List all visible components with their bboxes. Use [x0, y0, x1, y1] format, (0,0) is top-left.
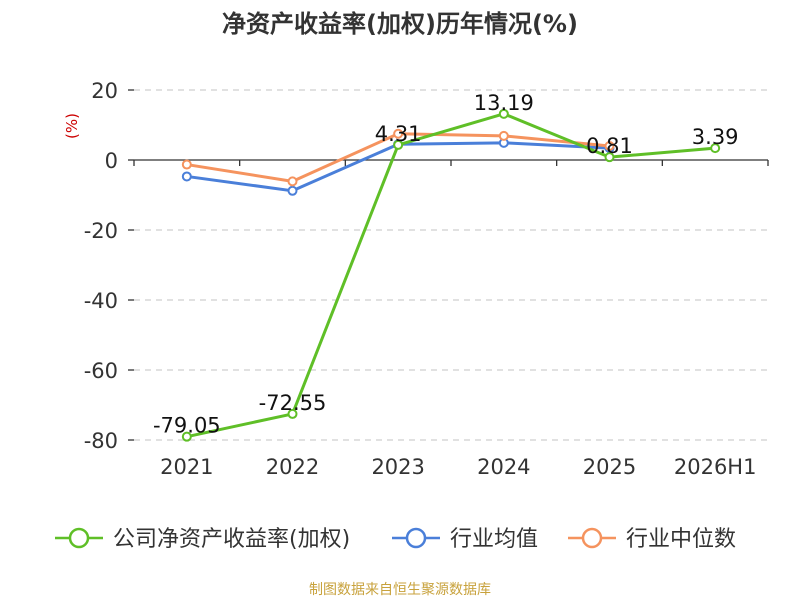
legend-label: 行业均值 — [450, 527, 538, 552]
y-tick-label: -80 — [84, 429, 118, 453]
data-label: -79.05 — [153, 414, 221, 438]
data-point-2 — [181, 159, 192, 170]
source-note: 制图数据来自恒生聚源数据库 — [309, 582, 491, 598]
legend-circle-icon — [581, 527, 603, 549]
data-point-0 — [498, 108, 509, 119]
grid-lines — [134, 89, 768, 441]
legend-label: 公司净资产收益率(加权) — [113, 527, 350, 552]
x-tick-label: 2023 — [371, 455, 424, 479]
legend-circle-icon — [405, 527, 427, 549]
data-label: 13.19 — [474, 91, 534, 115]
data-point-0 — [287, 408, 298, 419]
data-label: 4.31 — [375, 122, 422, 146]
series-line-1 — [186, 141, 610, 193]
y-tick-label: 20 — [91, 79, 118, 103]
x-tick-label: 2021 — [160, 455, 213, 479]
data-point-2 — [287, 176, 298, 187]
y-axis-unit: (%) — [63, 113, 81, 139]
axes: 20 0 -20 -40 -60 -80 2021 2022 2023 2024 2025 2026H… — [84, 79, 769, 479]
series-line-0 — [186, 112, 716, 439]
y-tick-label: -40 — [84, 289, 118, 313]
data-label: 3.39 — [692, 125, 739, 149]
data-point-0 — [393, 139, 404, 150]
data-point-0 — [710, 143, 721, 154]
chart-title: 净资产收益率(加权)历年情况(%) — [222, 10, 578, 38]
legend-item: 行业均值 — [392, 527, 538, 552]
data-point-2 — [393, 128, 404, 139]
data-point-2 — [498, 130, 509, 141]
y-tick-label: -60 — [84, 359, 118, 383]
legend-item: 公司净资产收益率(加权) — [55, 527, 350, 552]
series-lines — [181, 108, 721, 442]
data-point-0 — [604, 152, 615, 163]
data-point-1 — [181, 171, 192, 182]
x-tick-label: 2022 — [266, 455, 319, 479]
data-point-1 — [287, 185, 298, 196]
data-labels: -79.05 -72.55 4.31 13.19 0.81 3.39 — [153, 91, 739, 438]
legend-circle-icon — [68, 527, 90, 549]
x-tick-label: 2024 — [477, 455, 530, 479]
legend-label: 行业中位数 — [626, 527, 736, 552]
x-tick-label: 2025 — [583, 455, 636, 479]
x-tick-label: 2026H1 — [674, 455, 757, 479]
legend-item: 行业中位数 — [568, 527, 736, 552]
data-point-0 — [181, 431, 192, 442]
data-label: 0.81 — [586, 134, 633, 158]
data-point-2 — [604, 141, 615, 151]
data-label: -72.55 — [259, 391, 327, 415]
y-tick-label: 0 — [105, 149, 118, 173]
legend: 公司净资产收益率(加权) 行业均值 行业中位数 — [55, 527, 736, 552]
y-tick-label: -20 — [84, 219, 118, 243]
